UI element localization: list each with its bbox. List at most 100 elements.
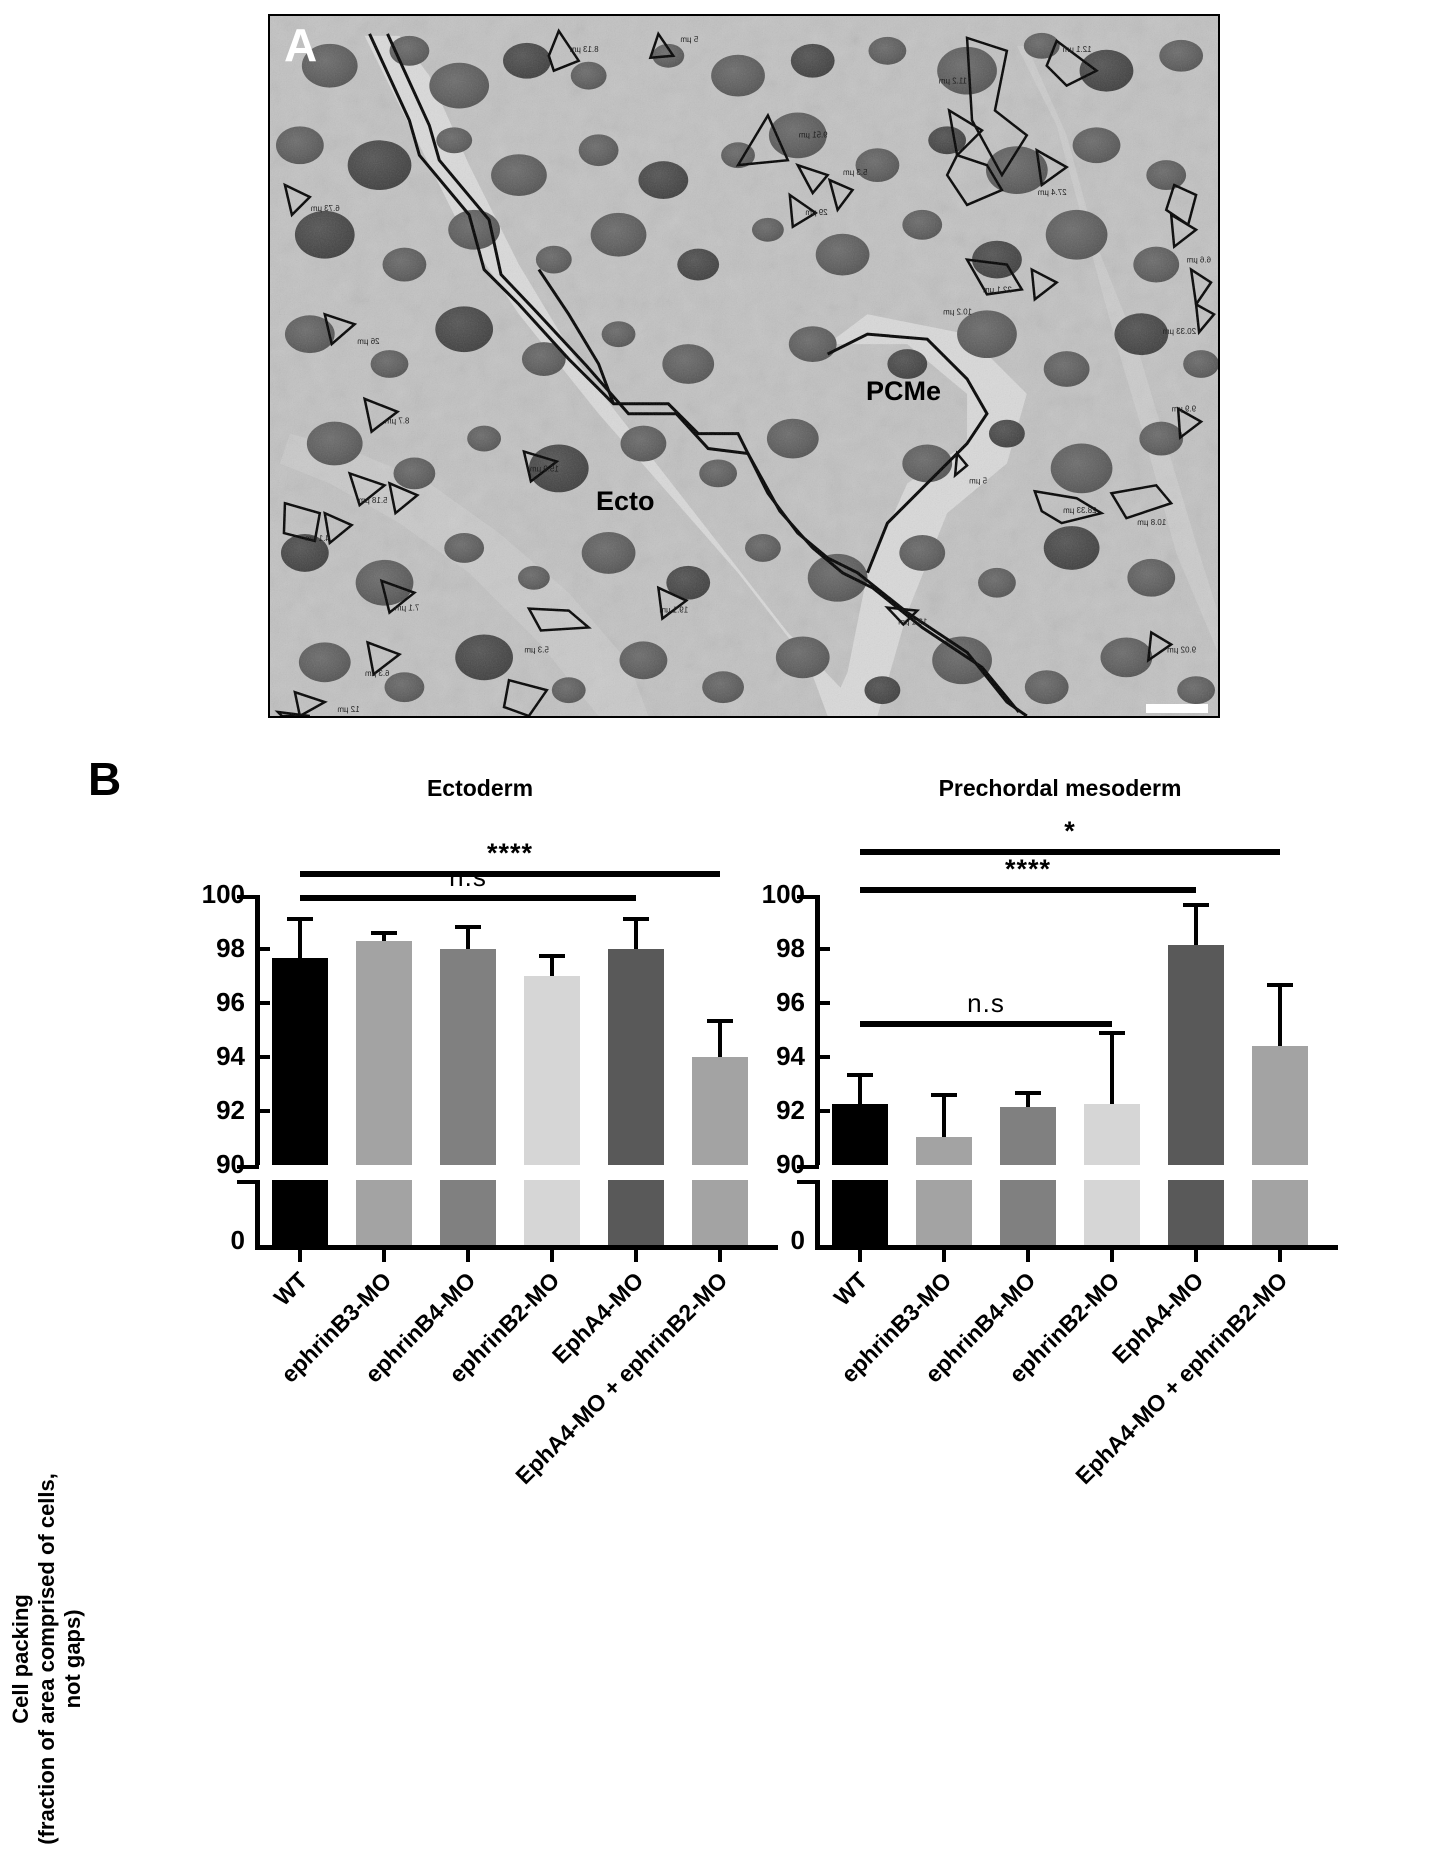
panel-a-micrograph: 8.13 µm 5 µm 12.1 µm 11.2 µm 9.51 µm 5.3… — [268, 14, 1220, 718]
y-axis-tick-label: 90 — [776, 1149, 805, 1179]
x-axis-tick — [942, 1249, 946, 1262]
y-axis-tick-label: 100 — [201, 879, 245, 909]
error-bar-cap — [847, 1073, 873, 1078]
bar-ephrinb2-mo[interactable] — [1084, 1104, 1140, 1165]
y-axis-break-line — [255, 1180, 260, 1245]
chart-prechordal-mesoderm: 90 92 94 96 98 100 0 WT ephrinB3-MO ephrinB4-MO ep… — [755, 740, 1395, 1489]
x-axis-tick — [550, 1249, 554, 1262]
y-axis-tick-label: 90 — [216, 1149, 245, 1179]
y-axis-zero-label: 0 — [790, 1225, 805, 1255]
bar-epha4-mo-ephrinb2-mo[interactable] — [692, 1057, 748, 1165]
error-bar-stem — [858, 1073, 862, 1105]
bar-wt[interactable] — [272, 958, 328, 1165]
bar-stub-ephrinb4-mo — [440, 1180, 496, 1245]
bar-stub-epha4-mo — [608, 1180, 664, 1245]
bar-stub-wt — [272, 1180, 328, 1245]
significance-label: n.s — [449, 862, 487, 892]
chart-title-prechordal-mesoderm: Prechordal mesoderm — [938, 775, 1182, 801]
y-axis-tick — [258, 1001, 270, 1005]
y-axis-tick-label: 96 — [216, 987, 245, 1017]
error-bar-stem — [1194, 903, 1198, 945]
micrograph-image: 8.13 µm 5 µm 12.1 µm 11.2 µm 9.51 µm 5.3… — [270, 16, 1218, 716]
y-axis-label-line1: Cell packing — [8, 1594, 34, 1724]
region-label-pcme: PCMe — [866, 376, 942, 406]
error-bar-cap — [1183, 903, 1209, 908]
y-axis-tick-label: 92 — [776, 1095, 805, 1125]
bar-epha4-mo[interactable] — [608, 949, 664, 1165]
x-axis-tick — [466, 1249, 470, 1262]
y-axis-line — [255, 895, 260, 1165]
y-axis-tick-label: 92 — [216, 1095, 245, 1125]
significance-line — [300, 895, 636, 901]
bar-ephrinb4-mo[interactable] — [1000, 1106, 1056, 1165]
y-axis-label: Cell packing (fraction of area comprised… — [8, 1444, 86, 1874]
bar-ephrinb3-mo[interactable] — [356, 940, 412, 1165]
chart-ectoderm: 90 92 94 96 98 100 0 WT ephrinB3-MO ephrinB4-MO ep… — [195, 740, 835, 1489]
y-axis-tick — [258, 1109, 270, 1113]
bar-ephrinb3-mo[interactable] — [916, 1136, 972, 1165]
error-bar-stem — [718, 1019, 722, 1057]
x-axis-tick — [1110, 1249, 1114, 1262]
error-bar-stem — [298, 916, 302, 959]
error-bar-stem — [466, 924, 470, 949]
error-bar-cap — [455, 924, 481, 929]
bar-wt[interactable] — [832, 1104, 888, 1165]
bar-ephrinb2-mo[interactable] — [524, 976, 580, 1165]
panel-b-letter: B — [88, 753, 122, 805]
bar-epha4-mo-ephrinb2-mo[interactable] — [1252, 1046, 1308, 1165]
x-axis-line — [255, 1245, 778, 1250]
error-bar-cap — [1267, 982, 1293, 987]
bar-stub-epha4-mo-ephrinb2-mo — [692, 1180, 748, 1245]
y-axis-tick — [818, 947, 830, 951]
y-axis-zero-label: 0 — [230, 1225, 245, 1255]
bar-epha4-mo[interactable] — [1168, 944, 1224, 1165]
y-axis-cap-bottom — [237, 1165, 259, 1169]
error-bar-cap — [1099, 1031, 1125, 1036]
x-axis-line — [815, 1245, 1338, 1250]
y-axis-cap-top — [797, 895, 819, 899]
y-axis-cap-bottom — [797, 1165, 819, 1169]
bar-stub-ephrinb3-mo — [356, 1180, 412, 1245]
y-axis-tick — [258, 947, 270, 951]
error-bar-cap — [371, 931, 397, 936]
significance-line — [860, 849, 1280, 856]
error-bar-cap — [707, 1019, 733, 1024]
bar-stub-epha4-mo — [1168, 1180, 1224, 1245]
error-bar-cap — [539, 954, 565, 959]
significance-line — [860, 886, 1196, 893]
x-axis-tick — [1278, 1249, 1282, 1262]
y-axis-tick-label: 98 — [776, 933, 805, 963]
y-axis-cap-top — [237, 895, 259, 899]
chart-title-ectoderm: Ectoderm — [426, 775, 534, 801]
significance-label: **** — [486, 837, 534, 868]
bar-stub-ephrinb4-mo — [1000, 1180, 1056, 1245]
x-axis-tick — [858, 1249, 862, 1262]
y-axis-tick-label: 98 — [216, 933, 245, 963]
y-axis-tick-label: 96 — [776, 987, 805, 1017]
error-bar-cap — [623, 916, 649, 921]
error-bar-stem — [1278, 982, 1282, 1047]
y-axis-tick-label: 100 — [761, 879, 805, 909]
significance-label: n.s — [967, 987, 1005, 1018]
x-axis-tick — [382, 1249, 386, 1262]
error-bar-stem — [634, 916, 638, 949]
significance-label: * — [1064, 816, 1076, 847]
y-axis-tick — [818, 1001, 830, 1005]
x-axis-label-wt: WT — [268, 1267, 313, 1311]
bar-stub-wt — [832, 1180, 888, 1245]
scale-bar — [1146, 704, 1208, 713]
y-axis-break-cap — [797, 1180, 819, 1184]
bar-stub-epha4-mo-ephrinb2-mo — [1252, 1180, 1308, 1245]
y-axis-tick-label: 94 — [216, 1041, 245, 1071]
significance-line — [300, 870, 720, 877]
bar-ephrinb4-mo[interactable] — [440, 949, 496, 1165]
x-axis-tick — [634, 1249, 638, 1262]
bar-stub-ephrinb2-mo — [524, 1180, 580, 1245]
y-axis-tick — [818, 1055, 830, 1059]
significance-label: **** — [1004, 853, 1052, 884]
panel-b-charts: Ectoderm Prechordal mesoderm Cell packin… — [0, 740, 1433, 1845]
y-axis-break-cap — [237, 1180, 259, 1184]
error-bar-cap — [931, 1093, 957, 1098]
x-axis-label-wt: WT — [828, 1267, 873, 1311]
bar-stub-ephrinb2-mo — [1084, 1180, 1140, 1245]
